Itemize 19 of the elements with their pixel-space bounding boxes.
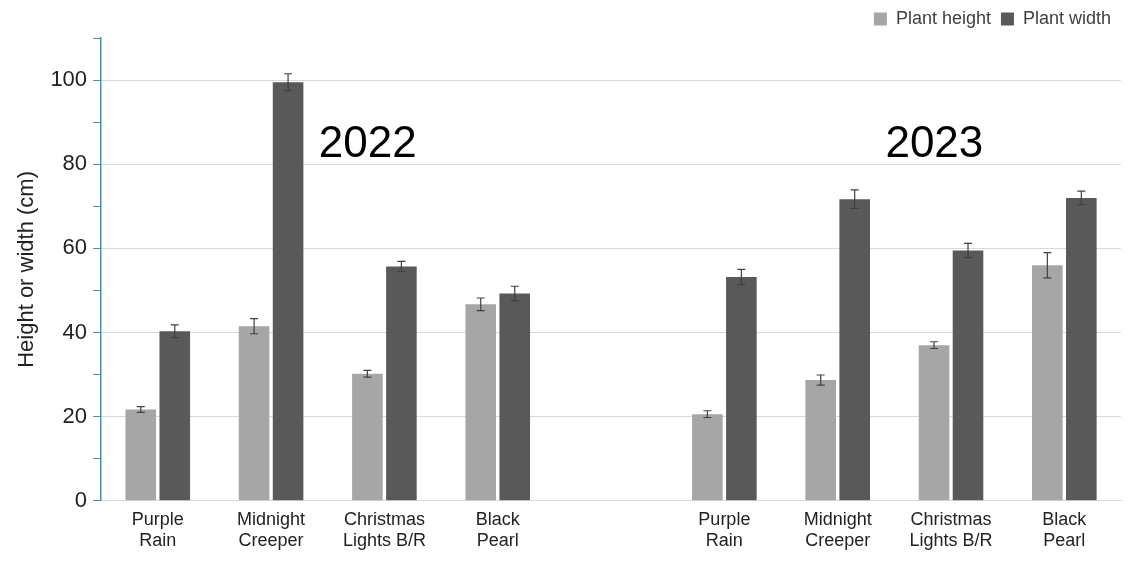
y-tick-label: 100 [50, 66, 88, 92]
x-tick-label: Midnight Creeper [803, 508, 872, 551]
x-tick-label: Midnight Creeper [237, 508, 306, 551]
y-tick-label: 60 [62, 234, 88, 260]
x-tick-label: Christmas Lights B/R [342, 508, 426, 551]
annotation: 2022 [318, 116, 417, 166]
x-tick-label: Black Pearl [1042, 508, 1088, 551]
y-axis-title: Height or width (cm) [13, 170, 39, 368]
y-tick-label: 80 [62, 150, 88, 176]
x-tick-label: Purple Rain [131, 508, 184, 551]
legend-label: Plant height [895, 7, 991, 28]
legend-label: Plant width [1022, 7, 1112, 28]
x-tick-label: Black Pearl [475, 508, 521, 551]
x-tick-label: Christmas Lights B/R [909, 508, 993, 551]
x-tick-label: Purple Rain [698, 508, 751, 551]
y-tick-label: 40 [62, 318, 88, 344]
annotation: 2023 [885, 116, 984, 166]
y-tick-label: 0 [74, 486, 88, 512]
y-tick-label: 20 [62, 402, 88, 428]
